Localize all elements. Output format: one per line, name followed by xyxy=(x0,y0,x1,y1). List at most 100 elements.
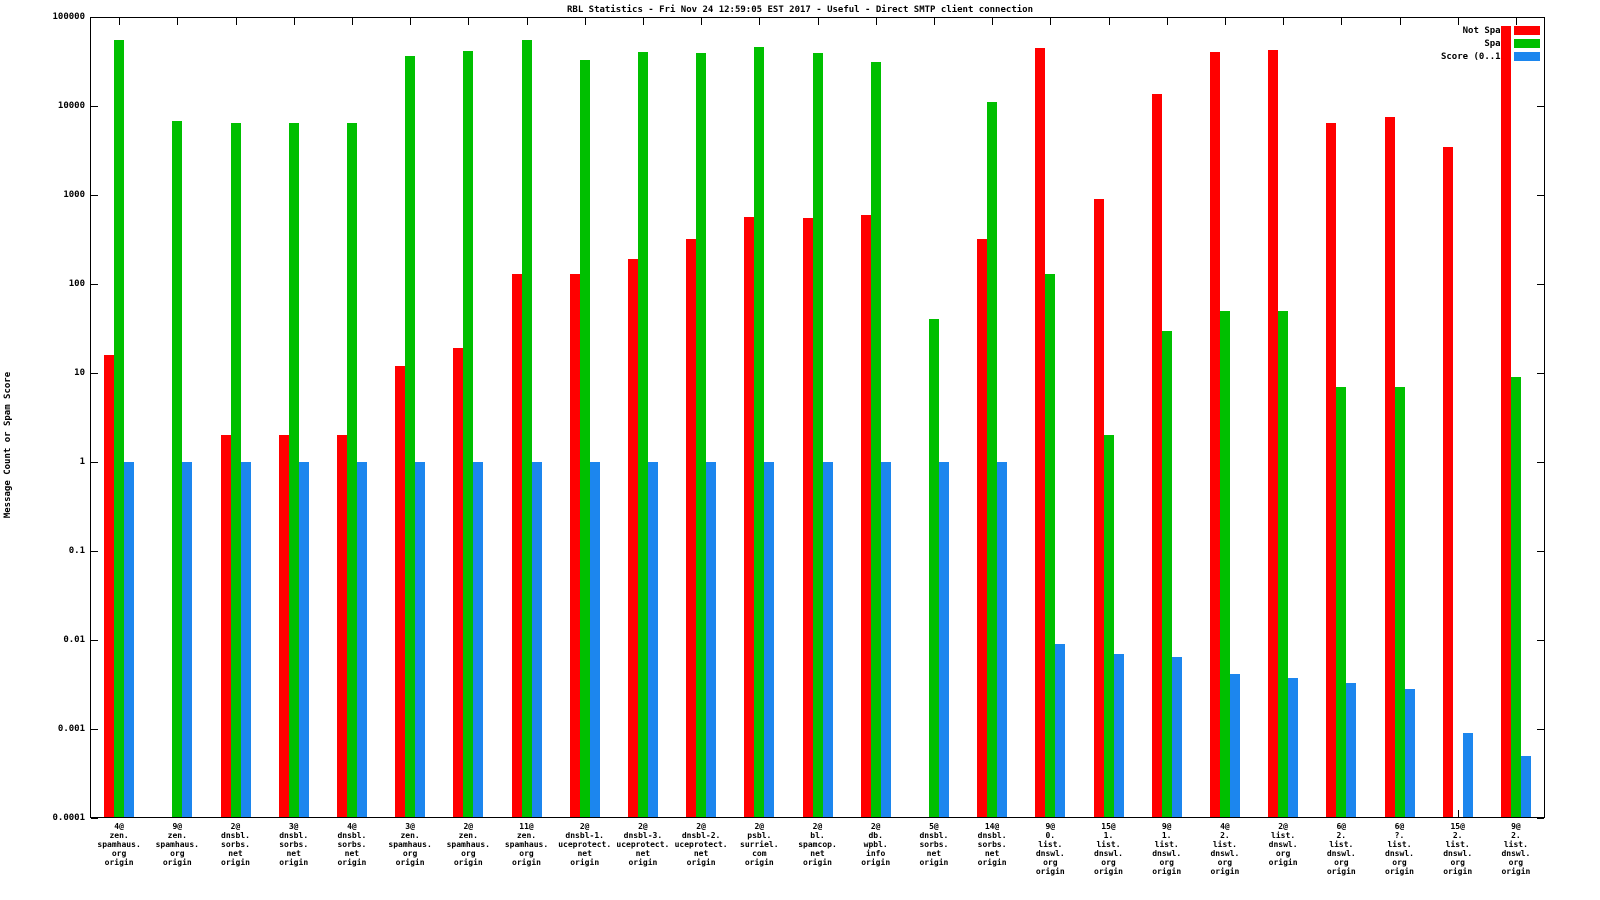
legend-item: Score (0..1) xyxy=(1441,50,1540,63)
x-tick-label: 2@ list. dnswl. org origin xyxy=(1268,822,1298,867)
plot-area xyxy=(90,17,1545,818)
x-tick-label: 2@ bl. spamcop. net origin xyxy=(798,822,837,867)
y-tick-mark xyxy=(1537,17,1544,18)
y-tick-mark xyxy=(1537,729,1544,730)
x-tick-mark xyxy=(351,18,353,25)
legend: Not Spam Spam Score (0..1) xyxy=(1441,24,1540,63)
bar-score-0-1 xyxy=(1404,689,1415,817)
bar-not-spam xyxy=(1151,94,1162,817)
x-tick-mark xyxy=(1457,810,1459,817)
bar-not-spam xyxy=(1442,146,1453,817)
bar-spam xyxy=(579,59,590,817)
chart-title: RBL Statistics - Fri Nov 24 12:59:05 EST… xyxy=(567,5,1033,15)
y-tick-mark xyxy=(91,729,98,730)
x-tick-mark xyxy=(1515,18,1517,25)
x-tick-mark xyxy=(875,18,877,25)
x-tick-label: 2@ db. wpbl. info origin xyxy=(861,822,891,867)
x-tick-mark xyxy=(1341,18,1343,25)
bar-spam xyxy=(812,53,823,817)
y-tick-mark xyxy=(91,640,98,641)
x-tick-label: 2@ dnsbl-3. uceprotect. net origin xyxy=(616,822,670,867)
x-tick-mark xyxy=(177,18,179,25)
y-axis-label: Message Count or Spam Score xyxy=(3,371,13,519)
bar-score-0-1 xyxy=(531,462,542,817)
bar-spam xyxy=(754,47,765,817)
bar-score-0-1 xyxy=(1055,644,1066,817)
x-tick-mark xyxy=(1457,18,1459,25)
y-tick-label: 1000 xyxy=(63,190,85,200)
x-tick-label: 9@ 0. list. dnswl. org origin xyxy=(1035,822,1065,876)
bar-score-0-1 xyxy=(880,462,891,817)
x-tick-label: 9@ 1. list. dnswl. org origin xyxy=(1152,822,1182,876)
bar-score-0-1 xyxy=(1113,653,1124,817)
bar-not-spam xyxy=(1209,52,1220,817)
bar-score-0-1 xyxy=(415,462,426,817)
legend-swatch xyxy=(1514,52,1540,61)
x-tick-mark xyxy=(526,18,528,25)
x-tick-mark xyxy=(1283,18,1285,25)
x-tick-label: 6@ 2. list. dnswl. org origin xyxy=(1326,822,1356,876)
bar-not-spam xyxy=(453,348,464,817)
bar-spam xyxy=(928,319,939,817)
legend-item: Not Spam xyxy=(1441,24,1540,37)
legend-label: Spam xyxy=(1484,38,1506,49)
y-tick-label: 0.1 xyxy=(68,546,85,556)
bar-spam xyxy=(637,52,648,817)
bar-spam xyxy=(1161,330,1172,817)
y-tick-mark xyxy=(91,17,98,18)
bar-spam xyxy=(1219,310,1230,817)
bar-spam xyxy=(405,56,416,817)
x-tick-mark xyxy=(817,18,819,25)
x-tick-mark xyxy=(759,18,761,25)
x-tick-label: 2@ zen. spamhaus. org origin xyxy=(446,822,490,867)
legend-label: Not Spam xyxy=(1462,25,1506,36)
y-tick-label: 100000 xyxy=(52,12,85,22)
bar-not-spam xyxy=(1326,122,1337,817)
bar-not-spam xyxy=(1093,199,1104,817)
y-tick-label: 10 xyxy=(74,368,85,378)
x-tick-label: 9@ 2. list. dnswl. org origin xyxy=(1501,822,1531,876)
bar-not-spam xyxy=(395,365,406,817)
x-tick-mark xyxy=(584,18,586,25)
y-tick-mark xyxy=(1537,551,1544,552)
bar-spam xyxy=(172,120,183,817)
x-tick-mark xyxy=(933,18,935,25)
bar-spam xyxy=(987,102,998,817)
bar-score-0-1 xyxy=(589,462,600,817)
legend-label: Score (0..1) xyxy=(1440,51,1506,62)
y-tick-mark xyxy=(1537,195,1544,196)
bar-spam xyxy=(1103,435,1114,817)
x-tick-mark xyxy=(642,18,644,25)
bar-spam xyxy=(1278,310,1289,817)
bar-score-0-1 xyxy=(356,462,367,817)
x-tick-label: 15@ 2. list. dnswl. org origin xyxy=(1443,822,1473,876)
y-tick-label: 100 xyxy=(68,279,85,289)
y-tick-mark xyxy=(91,106,98,107)
y-tick-label: 0.001 xyxy=(57,724,85,734)
bar-spam xyxy=(696,53,707,817)
x-tick-label: 15@ 1. list. dnswl. org origin xyxy=(1094,822,1123,876)
x-tick-label: 14@ dnsbl. sorbs. net origin xyxy=(977,822,1007,867)
bar-score-0-1 xyxy=(938,462,949,817)
x-tick-mark xyxy=(119,18,121,25)
y-tick-mark xyxy=(1537,818,1544,819)
x-tick-mark xyxy=(1108,18,1110,25)
bar-score-0-1 xyxy=(997,462,1008,817)
y-tick-label: 1 xyxy=(79,457,85,467)
bar-score-0-1 xyxy=(1462,733,1473,817)
bar-not-spam xyxy=(686,239,697,817)
bar-spam xyxy=(1510,377,1521,817)
bar-score-0-1 xyxy=(1346,682,1357,817)
x-tick-mark xyxy=(235,18,237,25)
bar-spam xyxy=(230,122,241,817)
y-tick-mark xyxy=(1537,284,1544,285)
bar-score-0-1 xyxy=(240,462,251,817)
bar-score-0-1 xyxy=(1288,678,1299,817)
y-tick-mark xyxy=(91,818,98,819)
bar-score-0-1 xyxy=(182,462,193,817)
x-tick-label: 3@ zen. spamhaus. org origin xyxy=(388,822,432,867)
x-tick-mark xyxy=(410,18,412,25)
y-tick-mark xyxy=(1537,373,1544,374)
x-tick-mark xyxy=(992,18,994,25)
